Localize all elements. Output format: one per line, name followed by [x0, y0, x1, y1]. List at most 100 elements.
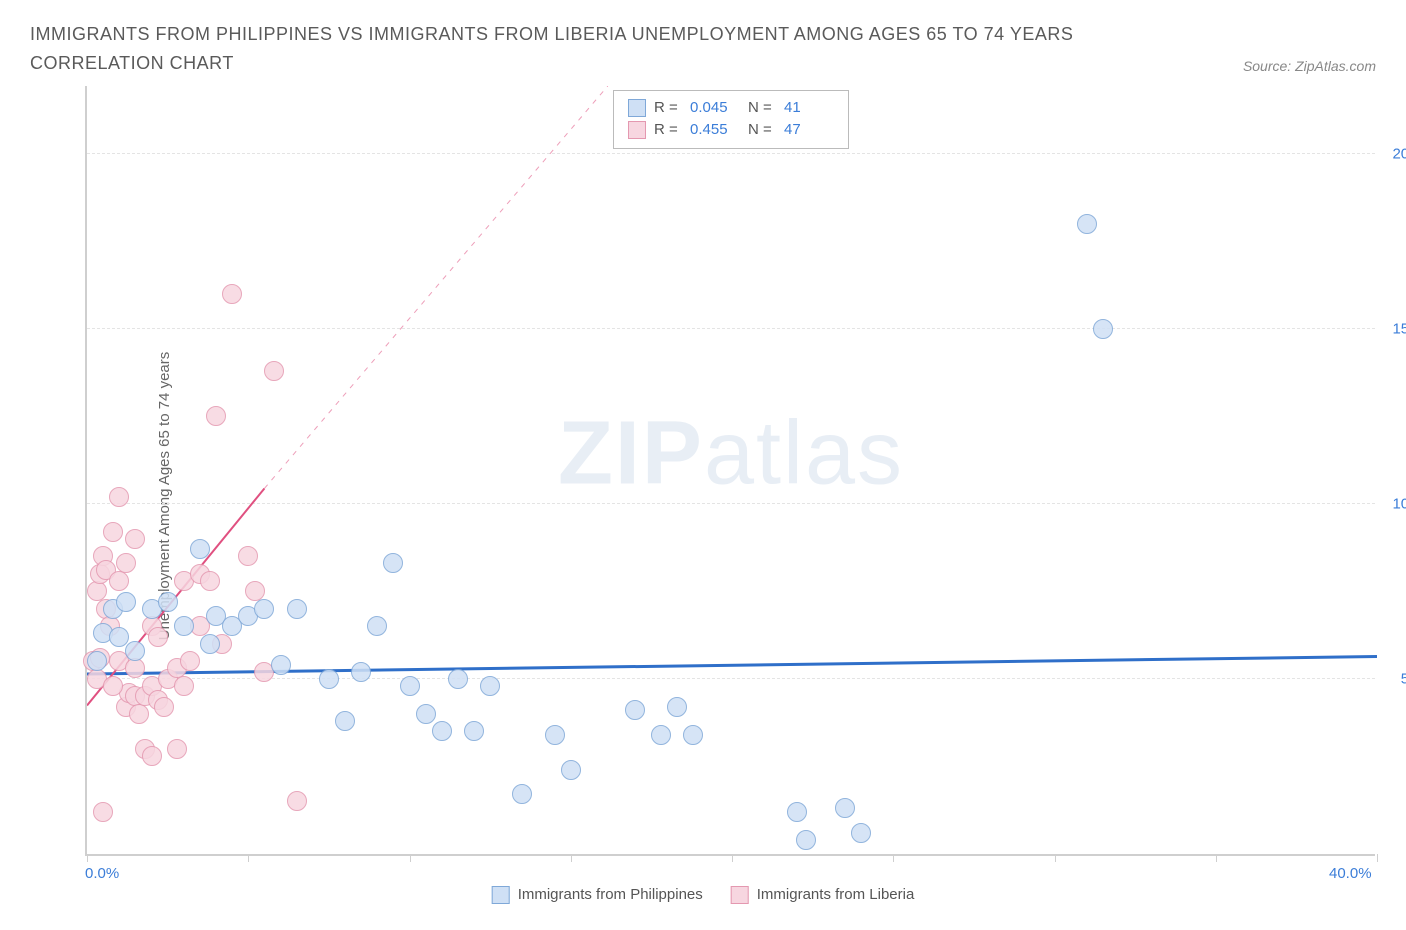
scatter-point-liberia: [287, 791, 307, 811]
legend-n-label: N =: [748, 119, 776, 142]
scatter-point-philippines: [319, 669, 339, 689]
legend-r-label: R =: [654, 119, 682, 142]
legend-swatch-liberia: [628, 121, 646, 139]
scatter-point-philippines: [448, 669, 468, 689]
scatter-point-philippines: [287, 599, 307, 619]
legend-n-value-1: 41: [784, 97, 834, 120]
legend-stats-row-2: R = 0.455 N = 47: [628, 119, 834, 142]
scatter-point-philippines: [561, 760, 581, 780]
scatter-point-philippines: [254, 599, 274, 619]
scatter-point-philippines: [416, 704, 436, 724]
legend-stats-box: R = 0.045 N = 41 R = 0.455 N = 47: [613, 90, 849, 149]
x-axis-label: 40.0%: [1329, 865, 1372, 882]
x-tick: [410, 854, 411, 862]
gridline: [87, 153, 1375, 154]
scatter-point-philippines: [87, 651, 107, 671]
scatter-point-philippines: [109, 627, 129, 647]
y-tick-label: 5.0%: [1401, 670, 1406, 687]
scatter-point-liberia: [125, 658, 145, 678]
scatter-point-philippines: [125, 641, 145, 661]
x-tick: [571, 854, 572, 862]
legend-stats-row-1: R = 0.045 N = 41: [628, 97, 834, 120]
scatter-point-philippines: [625, 700, 645, 720]
x-tick: [1055, 854, 1056, 862]
legend-r-label: R =: [654, 97, 682, 120]
legend-r-value-1: 0.045: [690, 97, 740, 120]
scatter-point-liberia: [142, 746, 162, 766]
chart-plot-area: ZIPatlas R = 0.045 N = 41 R = 0.455 N = …: [85, 86, 1375, 856]
scatter-point-liberia: [167, 739, 187, 759]
scatter-point-liberia: [148, 627, 168, 647]
scatter-point-liberia: [103, 522, 123, 542]
scatter-point-liberia: [109, 571, 129, 591]
x-tick: [1377, 854, 1378, 862]
scatter-point-philippines: [190, 539, 210, 559]
chart-container: Unemployment Among Ages 65 to 74 years Z…: [30, 86, 1376, 906]
scatter-point-philippines: [480, 676, 500, 696]
scatter-point-philippines: [383, 553, 403, 573]
y-tick-label: 15.0%: [1392, 320, 1406, 337]
scatter-point-philippines: [835, 798, 855, 818]
y-tick-label: 10.0%: [1392, 495, 1406, 512]
scatter-point-liberia: [206, 406, 226, 426]
legend-swatch-liberia: [731, 886, 749, 904]
legend-r-value-2: 0.455: [690, 119, 740, 142]
scatter-point-liberia: [109, 487, 129, 507]
x-tick: [732, 854, 733, 862]
scatter-point-philippines: [432, 721, 452, 741]
trend-lines: [87, 86, 1377, 856]
legend-label-philippines: Immigrants from Philippines: [518, 886, 703, 903]
scatter-point-liberia: [264, 361, 284, 381]
gridline: [87, 678, 1375, 679]
scatter-point-philippines: [667, 697, 687, 717]
scatter-point-philippines: [683, 725, 703, 745]
legend-item-liberia: Immigrants from Liberia: [731, 886, 915, 904]
gridline: [87, 328, 1375, 329]
legend-item-philippines: Immigrants from Philippines: [492, 886, 703, 904]
watermark: ZIPatlas: [558, 403, 904, 506]
y-tick-label: 20.0%: [1392, 145, 1406, 162]
scatter-point-liberia: [103, 676, 123, 696]
scatter-point-philippines: [1093, 319, 1113, 339]
scatter-point-philippines: [158, 592, 178, 612]
scatter-point-philippines: [367, 616, 387, 636]
x-tick: [1216, 854, 1217, 862]
x-tick: [87, 854, 88, 862]
x-axis-label: 0.0%: [85, 865, 119, 882]
x-tick: [248, 854, 249, 862]
scatter-point-liberia: [174, 676, 194, 696]
gridline: [87, 503, 1375, 504]
legend-n-label: N =: [748, 97, 776, 120]
scatter-point-liberia: [116, 553, 136, 573]
legend-label-liberia: Immigrants from Liberia: [757, 886, 915, 903]
x-tick: [893, 854, 894, 862]
scatter-point-philippines: [796, 830, 816, 850]
scatter-point-liberia: [238, 546, 258, 566]
scatter-point-philippines: [200, 634, 220, 654]
scatter-point-philippines: [400, 676, 420, 696]
scatter-point-philippines: [116, 592, 136, 612]
chart-title: IMMIGRANTS FROM PHILIPPINES VS IMMIGRANT…: [30, 20, 1180, 78]
chart-source: Source: ZipAtlas.com: [1243, 58, 1376, 78]
scatter-point-philippines: [271, 655, 291, 675]
scatter-point-philippines: [464, 721, 484, 741]
scatter-point-liberia: [222, 284, 242, 304]
scatter-point-philippines: [851, 823, 871, 843]
scatter-point-liberia: [129, 704, 149, 724]
scatter-point-liberia: [154, 697, 174, 717]
scatter-point-philippines: [545, 725, 565, 745]
scatter-point-liberia: [180, 651, 200, 671]
scatter-point-philippines: [1077, 214, 1097, 234]
scatter-point-philippines: [651, 725, 671, 745]
scatter-point-liberia: [93, 802, 113, 822]
legend-n-value-2: 47: [784, 119, 834, 142]
scatter-point-philippines: [174, 616, 194, 636]
legend-swatch-philippines: [492, 886, 510, 904]
scatter-point-liberia: [125, 529, 145, 549]
scatter-point-philippines: [335, 711, 355, 731]
legend-bottom: Immigrants from Philippines Immigrants f…: [492, 886, 915, 904]
scatter-point-philippines: [787, 802, 807, 822]
scatter-point-liberia: [200, 571, 220, 591]
scatter-point-philippines: [512, 784, 532, 804]
scatter-point-philippines: [351, 662, 371, 682]
